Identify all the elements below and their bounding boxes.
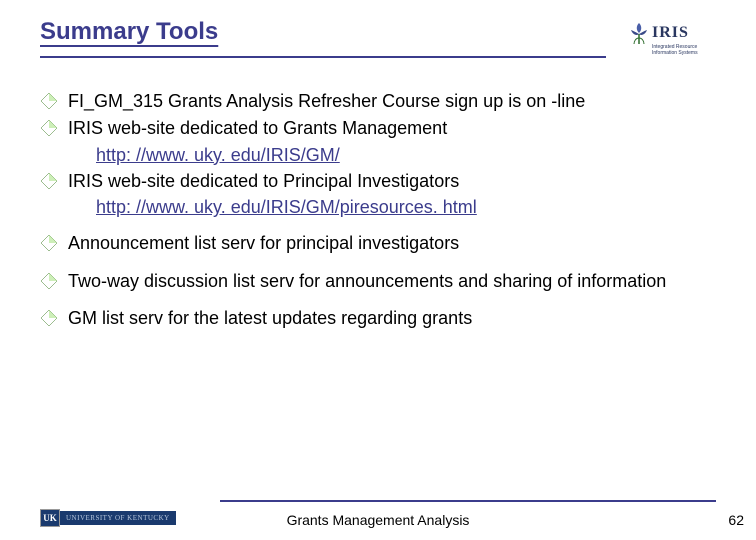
diamond-bullet-icon <box>40 92 58 110</box>
bullet-text: GM list serv for the latest updates rega… <box>68 308 472 328</box>
bullet-item: Two-way discussion list serv for announc… <box>40 270 716 293</box>
bullet-text: FI_GM_315 Grants Analysis Refresher Cour… <box>68 91 585 111</box>
bullet-item: IRIS web-site dedicated to Principal Inv… <box>40 170 716 193</box>
bullet-text: IRIS web-site dedicated to Principal Inv… <box>68 171 459 191</box>
bullet-item: IRIS web-site dedicated to Grants Manage… <box>40 117 716 140</box>
bullet-item: GM list serv for the latest updates rega… <box>40 307 716 330</box>
iris-logo: IRIS Integrated Resource Information Sys… <box>626 20 701 60</box>
iris-logo-subtext: Integrated Resource Information Systems <box>652 44 701 56</box>
resource-link[interactable]: http: //www. uky. edu/IRIS/GM/piresource… <box>96 197 477 217</box>
bullet-item: FI_GM_315 Grants Analysis Refresher Cour… <box>40 90 716 113</box>
diamond-bullet-icon <box>40 309 58 327</box>
diamond-bullet-icon <box>40 234 58 252</box>
slide-footer: UK UNIVERSITY OF KENTUCKY Grants Managem… <box>0 500 756 530</box>
diamond-bullet-icon <box>40 272 58 290</box>
bullet-text: IRIS web-site dedicated to Grants Manage… <box>68 118 447 138</box>
diamond-bullet-icon <box>40 119 58 137</box>
slide-title: Summary Tools <box>40 18 716 46</box>
bullet-item: Announcement list serv for principal inv… <box>40 232 716 255</box>
title-underline <box>40 56 606 58</box>
bullet-text: Two-way discussion list serv for announc… <box>68 271 666 291</box>
diamond-bullet-icon <box>40 172 58 190</box>
page-number: 62 <box>728 512 744 528</box>
iris-logo-text: IRIS <box>652 24 689 42</box>
resource-link[interactable]: http: //www. uky. edu/IRIS/GM/ <box>96 145 340 165</box>
bullet-link-row: http: //www. uky. edu/IRIS/GM/piresource… <box>40 197 716 218</box>
footer-rule <box>220 500 716 502</box>
footer-title: Grants Management Analysis <box>0 512 756 528</box>
bullet-link-row: http: //www. uky. edu/IRIS/GM/ <box>40 145 716 166</box>
iris-flower-icon <box>626 20 652 46</box>
slide-header: Summary Tools IRIS Integrated Resource I… <box>0 0 756 70</box>
bullet-text: Announcement list serv for principal inv… <box>68 233 459 253</box>
slide-content: FI_GM_315 Grants Analysis Refresher Cour… <box>0 70 756 330</box>
